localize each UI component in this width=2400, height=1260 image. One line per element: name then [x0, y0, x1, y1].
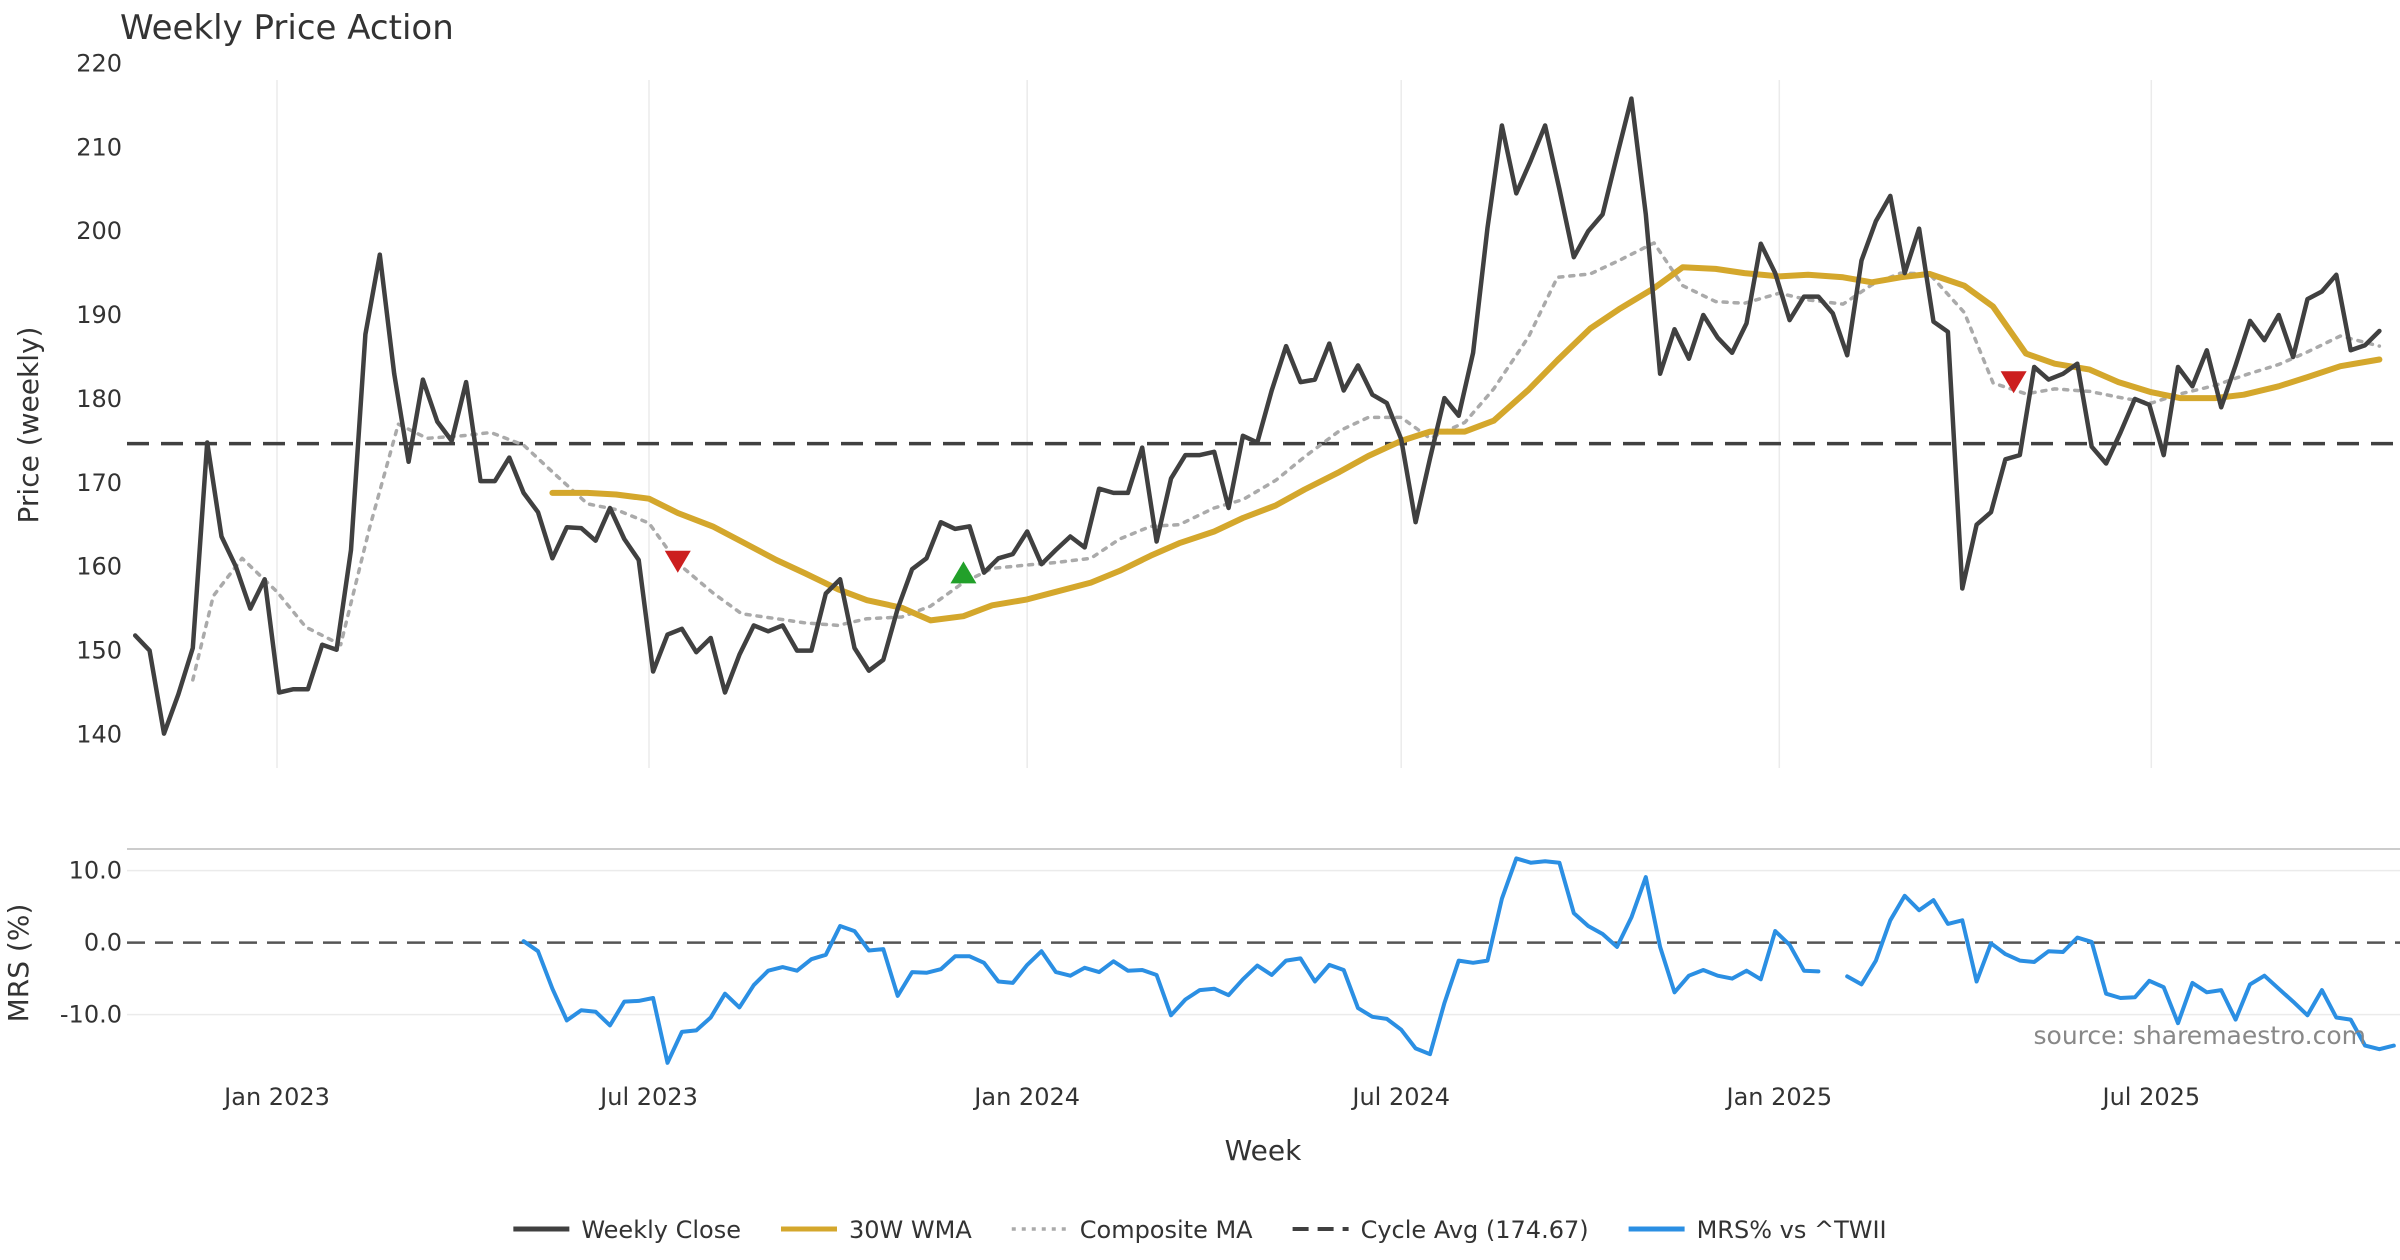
mrs-y-tick-label: 10.0: [69, 857, 122, 885]
mrs-grid: [127, 869, 2400, 1016]
x-tick-label: Jan 2025: [1724, 1083, 1832, 1111]
legend-label-cycle-avg-174-67: Cycle Avg (174.67): [1361, 1216, 1589, 1244]
price-grid: [276, 80, 2153, 768]
x-tick-label: Jul 2025: [2100, 1083, 2200, 1111]
price-y-tick-label: 190: [76, 301, 122, 329]
price-y-tick-label: 200: [76, 217, 122, 245]
series-composite-ma: [191, 241, 2382, 682]
price-y-tick-label: 220: [76, 49, 122, 77]
price-y-tick-label: 210: [76, 133, 122, 161]
price-y-tick-label: 140: [76, 720, 122, 748]
chart-title: Weekly Price Action: [120, 8, 454, 48]
price-y-axis-label: Price (weekly): [12, 327, 45, 524]
x-tick-label: Jan 2024: [972, 1083, 1080, 1111]
mrs-y-tick-label: -10.0: [60, 1001, 122, 1029]
series-mrs-segment-1: [1845, 893, 2396, 1052]
sell-signal-marker: [664, 550, 691, 573]
legend-label-composite-ma: Composite MA: [1080, 1216, 1253, 1244]
x-tick-label: Jan 2023: [222, 1083, 330, 1111]
legend-label-weekly-close: Weekly Close: [581, 1216, 741, 1244]
sell-signal-marker: [2000, 371, 2027, 394]
x-tick-label: Jul 2024: [1350, 1083, 1450, 1111]
signal-markers: [664, 371, 2027, 584]
price-y-tick-label: 170: [76, 469, 122, 497]
price-y-axis: 140 150 160 170 180 190 200 210 220: [76, 49, 122, 748]
price-series: [127, 96, 2400, 736]
legend-label-mrs-vs-twii: MRS% vs ^TWII: [1697, 1216, 1887, 1244]
legend: Weekly Close 30W WMA Composite MA Cycle Avg…: [513, 1216, 1887, 1244]
x-tick-label: Jul 2023: [598, 1083, 698, 1111]
series-30w-wma: [549, 264, 2383, 624]
price-y-tick-label: 150: [76, 637, 122, 665]
price-y-tick-label: 180: [76, 385, 122, 413]
mrs-y-axis-label: MRS (%): [2, 904, 35, 1023]
x-axis-label: Week: [1225, 1134, 1302, 1167]
legend-label-30w-wma: 30W WMA: [849, 1216, 972, 1244]
price-y-tick-label: 160: [76, 553, 122, 581]
series-weekly-close: [132, 96, 2382, 736]
source-note: source: sharemaestro.com: [2034, 1021, 2367, 1050]
mrs-series: [521, 856, 2396, 1065]
series-mrs-segment-0: [521, 856, 1821, 1065]
mrs-y-axis: 10.0 0.0 -10.0: [60, 857, 122, 1029]
mrs-y-tick-label: 0.0: [84, 929, 122, 957]
buy-signal-marker: [950, 561, 977, 584]
x-axis: Jan 2023 Jul 2023 Jan 2024 Jul 2024 Jan 2025…: [222, 1083, 2200, 1111]
